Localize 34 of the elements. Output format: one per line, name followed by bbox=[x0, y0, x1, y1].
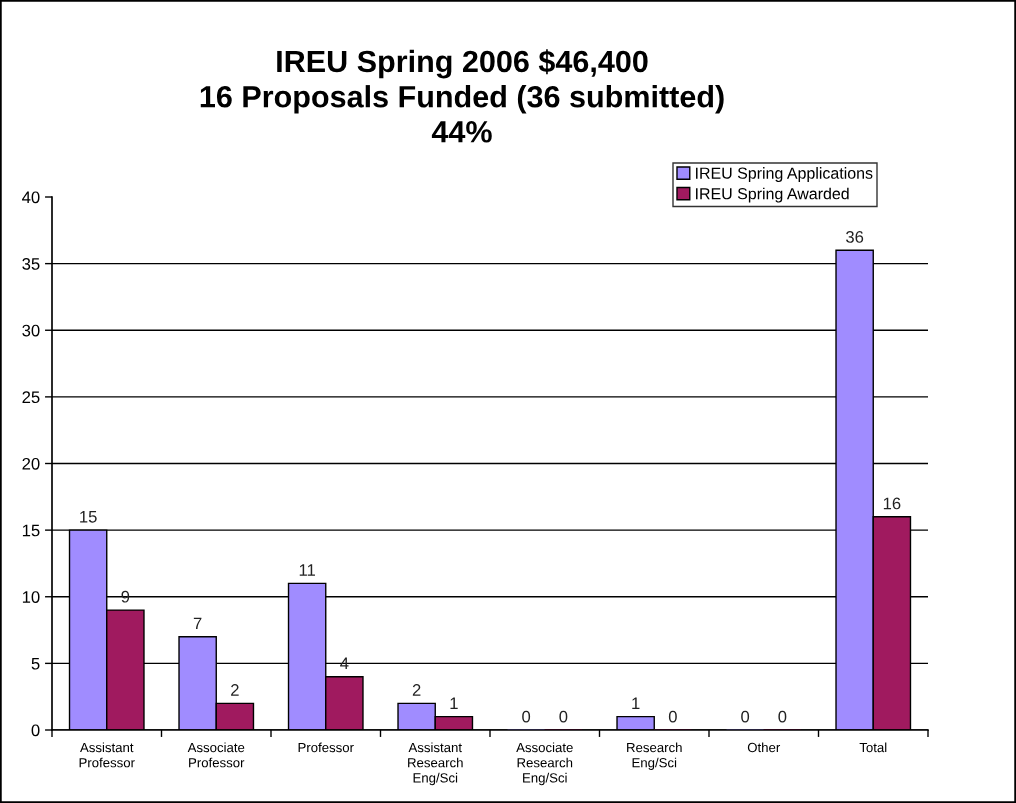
legend-label: IREU Spring Applications bbox=[696, 167, 873, 182]
x-tick-label: Associate Professor bbox=[187, 742, 245, 768]
data-label: 7 bbox=[193, 617, 202, 630]
data-label: 15 bbox=[80, 511, 97, 523]
data-label: 1 bbox=[632, 697, 640, 710]
y-tick-label: 40 bbox=[22, 191, 40, 204]
chart-title: IREU Spring 2006 $46,400 16 Proposals Funded (36 submitted) 44% bbox=[200, 49, 724, 143]
y-tick-label: 5 bbox=[31, 657, 40, 670]
data-label: 2 bbox=[231, 684, 239, 696]
x-tick-label: Assistant Research Eng/Sci bbox=[408, 742, 463, 786]
data-label: 0 bbox=[778, 710, 787, 723]
data-label: 11 bbox=[299, 564, 315, 576]
y-tick-label: 35 bbox=[22, 258, 40, 270]
x-tick-label: Total bbox=[859, 742, 887, 753]
x-tick-label: Assistant Professor bbox=[79, 742, 135, 768]
data-label: 16 bbox=[883, 497, 901, 510]
data-label: 0 bbox=[741, 710, 750, 723]
y-tick-label: 30 bbox=[22, 324, 40, 337]
y-tick-label: 25 bbox=[22, 391, 40, 404]
data-label: 0 bbox=[559, 710, 568, 723]
data-label: 1 bbox=[450, 697, 458, 710]
y-tick-label: 20 bbox=[22, 457, 40, 470]
x-tick-label: Research Eng/Sci bbox=[627, 742, 682, 770]
y-tick-label: 10 bbox=[22, 591, 40, 603]
data-label: 36 bbox=[846, 231, 864, 243]
data-label: 0 bbox=[668, 710, 677, 723]
y-tick-label: 0 bbox=[31, 724, 40, 737]
x-tick-label: Other bbox=[747, 742, 781, 753]
x-tick-label: Associate Research Eng/Sci bbox=[516, 742, 573, 786]
data-label: 2 bbox=[412, 684, 421, 696]
data-label: 0 bbox=[522, 710, 531, 723]
y-tick-label: 15 bbox=[22, 524, 40, 537]
legend-label: IREU Spring Awarded bbox=[696, 187, 849, 203]
x-tick-label: Professor bbox=[298, 742, 354, 753]
